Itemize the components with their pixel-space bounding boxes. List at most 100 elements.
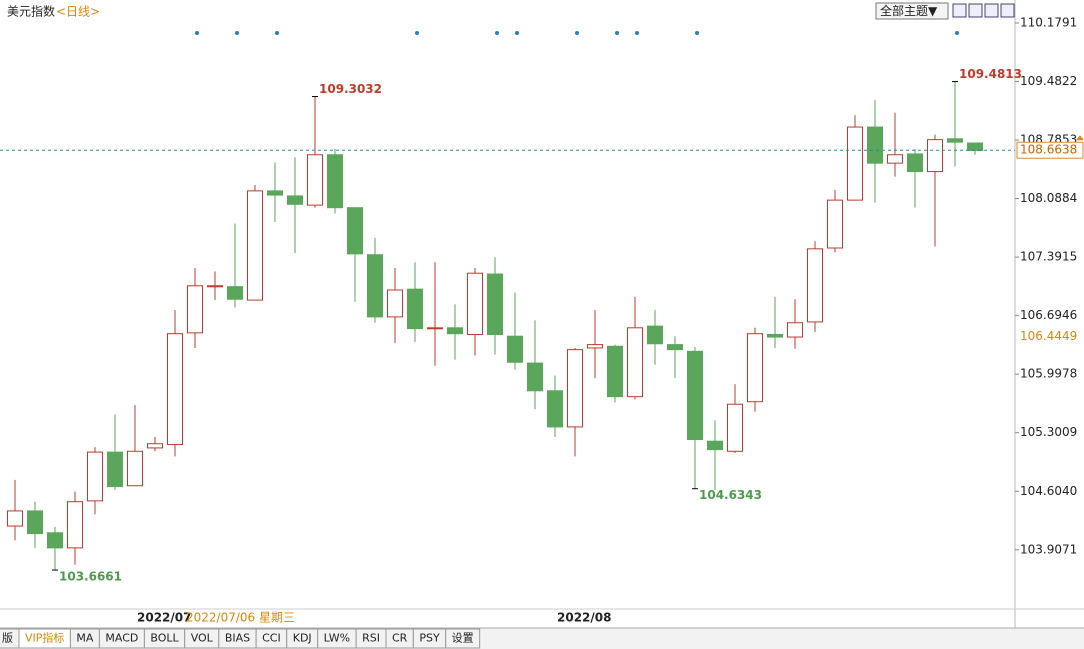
candle-body [827,199,843,249]
candle-body [427,327,443,330]
last-price-arrow [1076,135,1084,141]
crosshair-date: 2022/07/06 星期三 [186,611,295,625]
event-dot [275,31,279,35]
candle-body [967,142,983,152]
event-dot [635,31,639,35]
candle-body [527,362,543,392]
last-price-box [1016,141,1084,159]
ref-price-label: 106.4449 [1020,329,1077,343]
event-dot [495,31,499,35]
candle-body [767,334,783,338]
candle-body [807,248,823,323]
annotation: 103.6661 [59,570,122,584]
y-tick-label: 109.4822 [1020,74,1077,88]
tab[interactable]: VIP指标 [25,631,64,645]
candle-body [167,333,183,446]
theme-button[interactable]: 全部主题▼ [880,3,938,18]
candle-body [47,532,63,549]
tab[interactable]: BIAS [225,632,250,645]
candle-body [267,190,283,196]
candle-body [887,154,903,164]
candle-body [207,285,223,288]
candle-body [667,344,683,351]
tab-box[interactable] [445,628,481,649]
y-tick-label: 105.3009 [1020,425,1077,439]
event-dot [615,31,619,35]
y-tick-label: 110.1791 [1020,15,1077,29]
candle-body [187,285,203,334]
candle-body [647,325,663,345]
candle-body [127,450,143,487]
candle-body [387,289,403,318]
annotation: 109.3032 [319,82,382,96]
candle-body [727,403,743,452]
candle-body [487,273,503,336]
instrument-title: 美元指数 [7,4,55,19]
theme-button-box[interactable] [875,2,949,20]
candle-body [547,390,563,428]
candle-body [327,154,343,209]
candle-body [787,322,803,338]
event-dot [955,31,959,35]
tab[interactable]: RSI [362,632,380,645]
candle-body [27,510,43,535]
period[interactable]: <日线> [56,5,100,19]
tab[interactable]: CCI [262,632,281,645]
y-tick-label: 108.0884 [1020,191,1077,205]
event-dot [575,31,579,35]
candle-body [7,510,23,527]
tab[interactable]: 版 [2,631,13,645]
tab[interactable]: MA [76,632,93,645]
candle-body [227,286,243,300]
icon[interactable] [968,3,983,18]
candle-body [627,327,643,398]
tab[interactable]: PSY [419,632,440,645]
y-tick-label: 103.9071 [1020,542,1077,556]
candle-body [947,138,963,143]
candle-body [607,345,623,398]
annotation: 104.6343 [699,488,762,502]
y-tick-label: 107.3915 [1020,250,1077,264]
x-label: 2022/07 [137,611,191,625]
candle-body [467,272,483,336]
icon[interactable] [1000,3,1015,18]
candle-body [867,126,883,164]
last-price-label: 108.6638 [1020,143,1077,157]
candle-body [847,126,863,201]
toolbar-icons[interactable] [952,3,1015,18]
event-dot [515,31,519,35]
candle-body [707,440,723,451]
candle-body [147,443,163,449]
icon[interactable] [952,3,967,18]
icon[interactable] [984,3,999,18]
tab[interactable]: BOLL [150,632,179,645]
x-label: 2022/08 [557,611,611,625]
tab[interactable]: 设置 [452,632,474,645]
candle-body [567,349,583,428]
candle-body [407,288,423,330]
candle-body [347,207,363,255]
candle-body [747,333,763,403]
event-dot [195,31,199,35]
tab[interactable]: LW% [324,632,350,645]
event-dot [235,31,239,35]
candle-body [927,139,943,173]
event-dot [695,31,699,35]
y-tick-label: 106.6946 [1020,308,1077,322]
tab[interactable]: MACD [105,632,138,645]
candle-body [247,190,263,301]
candle-body [67,501,83,549]
event-dots [195,31,959,35]
candle-body [687,350,703,441]
tab[interactable]: VOL [191,632,214,645]
candle-body [307,154,323,206]
candle-body [907,153,923,173]
tab[interactable]: KDJ [293,632,312,645]
candle-body [107,451,123,488]
event-dot [415,31,419,35]
tab[interactable]: CR [392,632,408,645]
y-tick-label: 104.6040 [1020,484,1077,498]
y-tick-label: 105.9978 [1020,367,1077,381]
